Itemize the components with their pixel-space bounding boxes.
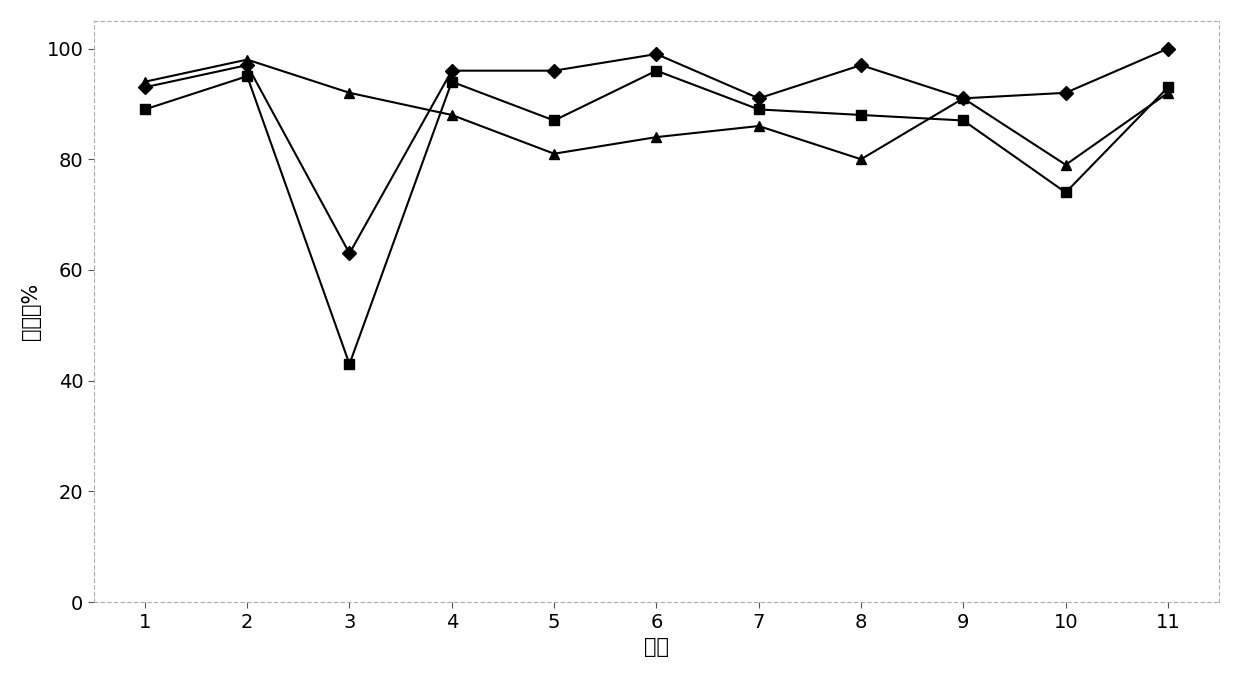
X-axis label: 实例: 实例 <box>644 637 668 657</box>
Y-axis label: 絮凝率%: 絮凝率% <box>21 283 41 340</box>
